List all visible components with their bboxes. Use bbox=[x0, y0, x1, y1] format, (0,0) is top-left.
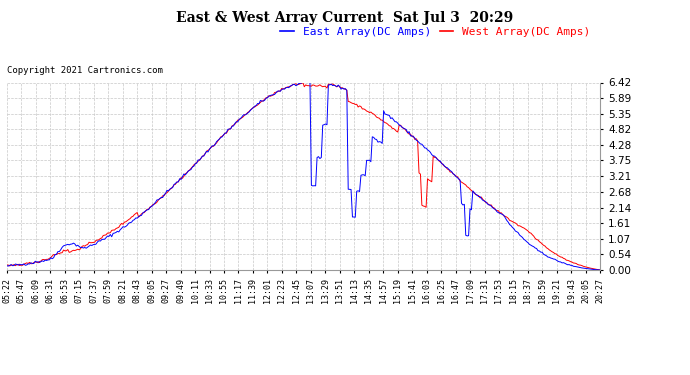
Legend: East Array(DC Amps), West Array(DC Amps): East Array(DC Amps), West Array(DC Amps) bbox=[276, 22, 595, 41]
Text: East & West Array Current  Sat Jul 3  20:29: East & West Array Current Sat Jul 3 20:2… bbox=[177, 11, 513, 25]
Text: Copyright 2021 Cartronics.com: Copyright 2021 Cartronics.com bbox=[7, 66, 163, 75]
